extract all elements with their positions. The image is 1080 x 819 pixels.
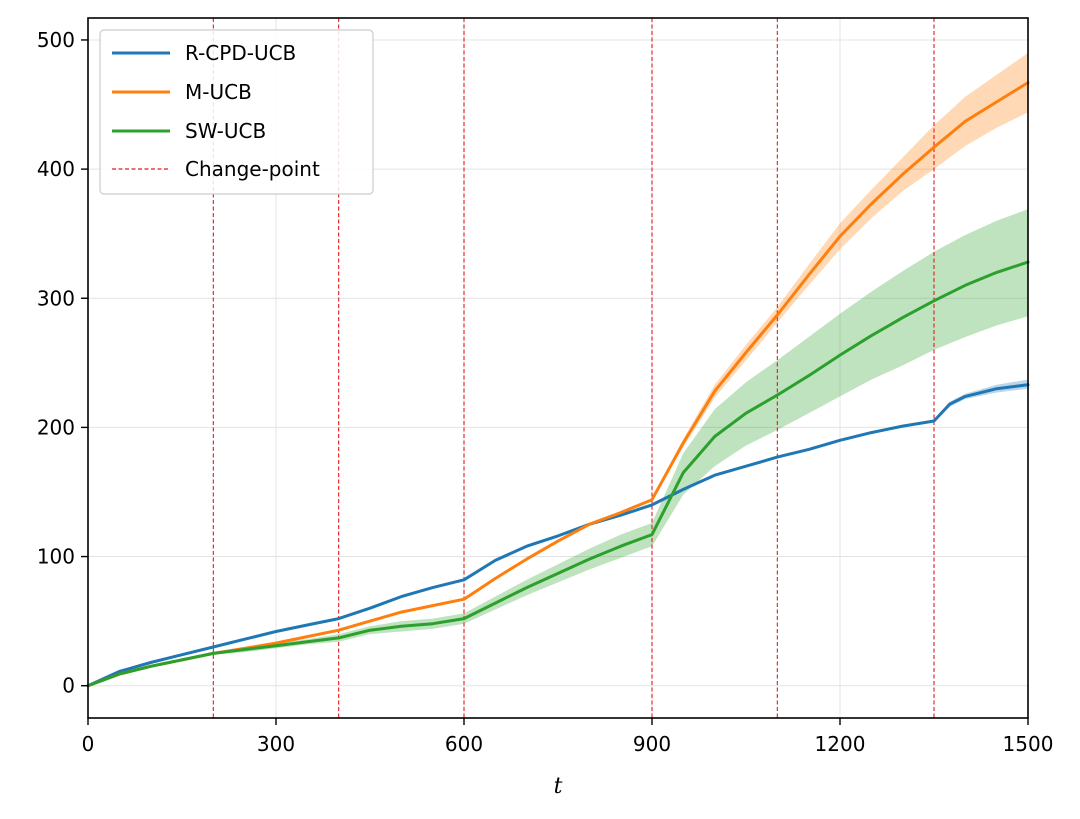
x-tick-label: 600 xyxy=(445,732,483,756)
plot-frame xyxy=(87,17,1029,719)
x-axis-title: t xyxy=(554,774,563,799)
legend-label-sw-ucb: SW-UCB xyxy=(185,119,266,143)
line-r-cpd-ucb xyxy=(86,383,1030,688)
band-sw-ucb xyxy=(88,209,1028,686)
axis-ticks: 0 300 600 900 1200 1500 0 100 200 300 400 500 xyxy=(37,28,1054,756)
series-lines xyxy=(86,81,1030,688)
legend-box xyxy=(99,29,374,195)
legend-label-r-cpd-ucb: R-CPD-UCB xyxy=(185,41,296,65)
grid xyxy=(87,18,1029,718)
line-sw-ucb xyxy=(86,260,1030,688)
x-tick-label: 300 xyxy=(257,732,295,756)
legend-label-change-point: Change-point xyxy=(185,157,320,181)
legend: R-CPD-UCB M-UCB SW-UCB Change-point xyxy=(99,29,374,195)
y-tick-label: 500 xyxy=(37,28,75,52)
y-tick-label: 200 xyxy=(37,415,75,439)
x-tick-label: 1200 xyxy=(815,732,866,756)
x-tick-label: 900 xyxy=(633,732,671,756)
y-tick-label: 100 xyxy=(37,545,75,569)
legend-label-m-ucb: M-UCB xyxy=(185,80,252,104)
y-tick-label: 300 xyxy=(37,286,75,310)
x-tick-label: 0 xyxy=(82,732,95,756)
y-tick-label: 400 xyxy=(37,157,75,181)
y-tick-label: 0 xyxy=(62,674,75,698)
x-tick-label: 1500 xyxy=(1003,732,1054,756)
